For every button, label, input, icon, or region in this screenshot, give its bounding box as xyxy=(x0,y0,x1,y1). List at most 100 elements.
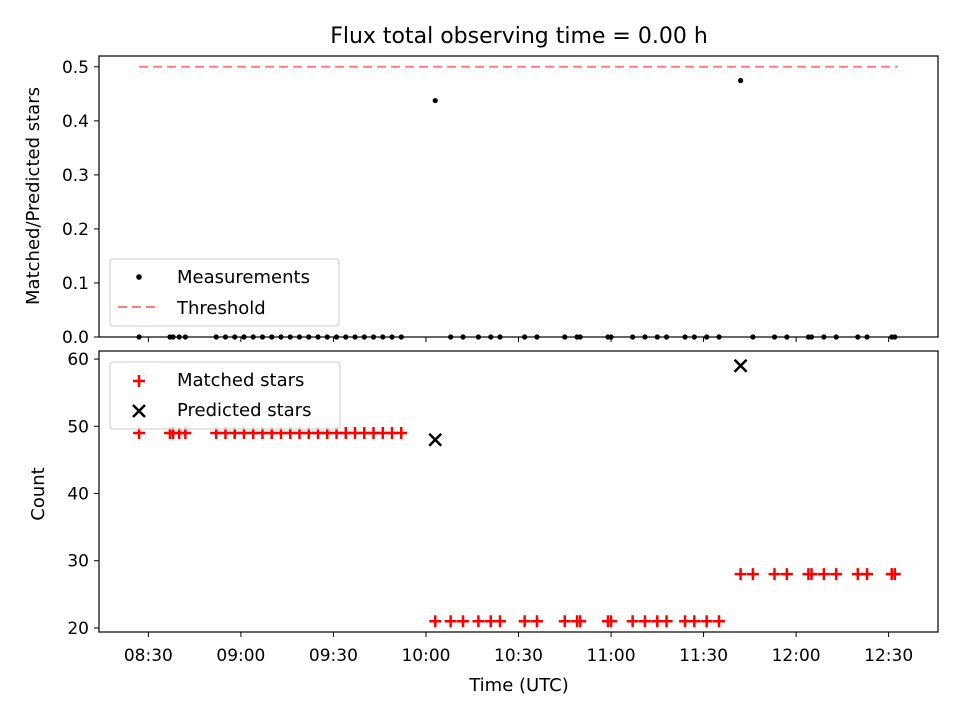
matched-star-marker xyxy=(746,568,759,581)
matched-star-marker xyxy=(688,615,701,628)
measurement-point xyxy=(176,334,182,340)
measurement-point xyxy=(534,334,540,340)
matched-star-marker xyxy=(531,615,544,628)
matched-star-marker xyxy=(444,615,457,628)
measurement-point xyxy=(892,334,898,340)
measurement-point xyxy=(475,334,482,340)
matched-star-marker xyxy=(734,568,747,581)
measurement-point xyxy=(398,334,404,340)
top-x-axis-ticks xyxy=(147,337,890,342)
matched-star-marker xyxy=(805,568,818,581)
measurement-point xyxy=(278,334,284,340)
matched-star-marker xyxy=(817,568,830,581)
x-tick-label: 09:00 xyxy=(216,646,265,666)
top-y-tick-label: 0.4 xyxy=(62,112,89,132)
measurement-point xyxy=(448,334,454,340)
top-y-tick-label: 0.5 xyxy=(62,58,89,78)
measurement-point xyxy=(642,334,648,340)
x-tick-label: 11:00 xyxy=(587,646,636,666)
measurement-point xyxy=(213,334,219,340)
top-y-tick-label: 0.2 xyxy=(62,220,89,240)
top-y-tick-label: 0.0 xyxy=(62,328,89,348)
measurement-point xyxy=(296,334,303,340)
measurement-point xyxy=(432,97,438,104)
measurement-point xyxy=(488,334,494,340)
measurement-point xyxy=(343,334,349,340)
measurement-point xyxy=(361,334,367,340)
top-legend-box xyxy=(109,258,340,327)
measurement-point xyxy=(771,334,778,340)
matched-star-marker xyxy=(768,568,781,581)
measurement-point xyxy=(737,77,744,84)
x-tick-label: 08:30 xyxy=(124,646,173,666)
bottom-x-axis-ticks: 08:30 09:00 09:30 10:00 10:30 11:00 11:30 12:00… xyxy=(124,632,913,666)
measurement-point xyxy=(750,334,756,340)
matched-star-marker xyxy=(712,615,725,628)
measurement-point xyxy=(522,334,528,340)
measurement-point xyxy=(682,334,688,340)
matched-star-marker xyxy=(660,615,673,628)
bottom-y-tick-label: 60 xyxy=(67,350,89,370)
measurement-point xyxy=(716,334,722,340)
measurement-point xyxy=(864,334,870,340)
matched-star-marker xyxy=(395,427,408,440)
legend-predicted-label: Predicted stars xyxy=(177,400,311,421)
measurement-point xyxy=(370,334,377,340)
predicted-star-marker xyxy=(428,432,443,447)
measurement-point xyxy=(808,334,815,340)
measurement-point xyxy=(269,334,275,340)
bottom-y-axis-ticks: 20 30 40 50 60 xyxy=(67,350,99,639)
top-legend: Measurements Threshold xyxy=(109,258,340,327)
measurement-point xyxy=(333,334,340,340)
legend-plus-icon xyxy=(133,375,145,387)
legend-measurements-label: Measurements xyxy=(177,267,310,288)
matched-star-marker xyxy=(472,615,485,628)
top-y-axis-label: Matched/Predicted stars xyxy=(23,87,44,305)
matched-star-marker xyxy=(780,568,793,581)
matched-star-marker xyxy=(638,615,651,628)
measurement-point xyxy=(232,334,238,340)
measurement-point xyxy=(222,334,229,340)
x-tick-label: 10:30 xyxy=(494,646,543,666)
measurement-point xyxy=(250,334,256,340)
measurement-point xyxy=(389,334,395,340)
measurement-point xyxy=(324,334,330,340)
measurement-point xyxy=(170,334,176,340)
bottom-y-tick-label: 20 xyxy=(67,619,89,639)
measurement-point xyxy=(855,334,861,340)
top-y-tick-label: 0.1 xyxy=(62,274,89,294)
x-tick-label: 11:30 xyxy=(679,646,728,666)
x-tick-label: 10:00 xyxy=(401,646,450,666)
bottom-y-tick-label: 40 xyxy=(67,485,89,505)
measurement-point xyxy=(287,334,293,340)
matched-star-marker xyxy=(830,568,843,581)
matched-star-marker xyxy=(558,615,571,628)
measurement-point xyxy=(460,334,466,340)
measurement-point xyxy=(691,334,697,340)
x-tick-label: 12:30 xyxy=(864,646,913,666)
top-y-tick-label: 0.3 xyxy=(62,166,89,186)
matched-star-markers xyxy=(133,427,901,628)
measurement-point xyxy=(306,334,312,340)
measurement-point xyxy=(259,334,266,340)
chart-title: Flux total observing time = 0.00 h xyxy=(330,24,708,49)
legend-measurement-marker xyxy=(136,274,142,280)
measurement-point xyxy=(704,334,710,340)
measurement-point xyxy=(380,334,386,340)
matched-star-marker xyxy=(574,615,587,628)
measurement-points xyxy=(136,77,898,340)
bottom-legend: Matched stars Predicted stars xyxy=(109,361,341,430)
matched-star-marker xyxy=(456,615,469,628)
measurement-point xyxy=(630,334,636,340)
measurement-point xyxy=(315,334,321,340)
matched-star-marker xyxy=(493,615,506,628)
matched-star-marker xyxy=(429,615,442,628)
measurement-point xyxy=(833,334,839,340)
matched-star-marker xyxy=(605,615,618,628)
predicted-star-markers xyxy=(428,358,748,447)
bottom-legend-box xyxy=(109,361,341,430)
top-y-axis-ticks: 0.0 0.1 0.2 0.3 0.4 0.5 xyxy=(62,58,99,348)
measurement-point xyxy=(497,334,503,340)
legend-matched-label: Matched stars xyxy=(177,370,304,391)
